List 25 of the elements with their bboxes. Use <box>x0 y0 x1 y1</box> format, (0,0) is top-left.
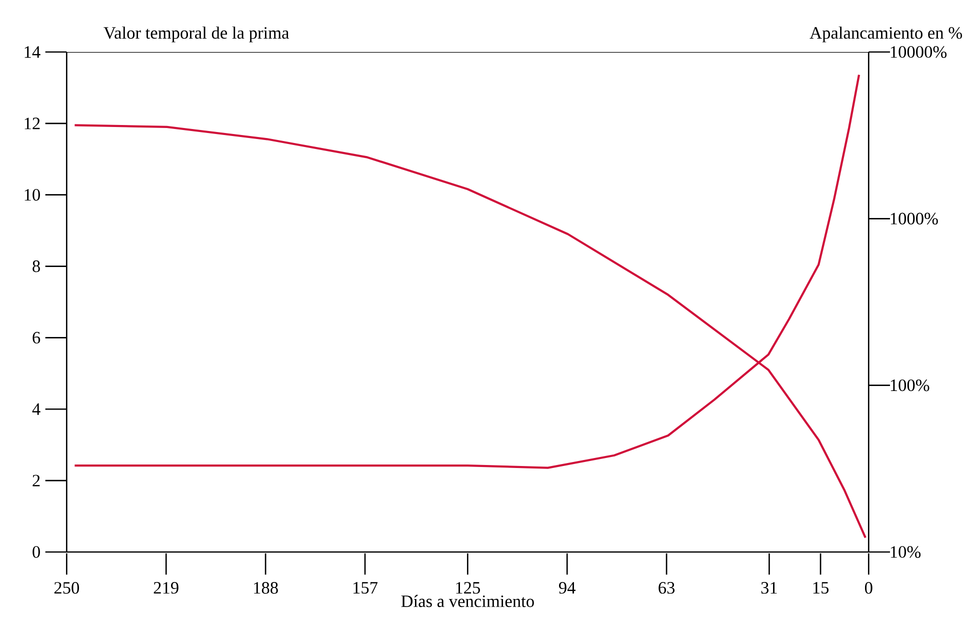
y-tick-label: 2 <box>32 474 40 486</box>
x-tick-label: 15 <box>813 582 829 594</box>
y-axis-title: Valor temporal de la prima <box>104 26 290 42</box>
y2-tick-label: 10% <box>890 546 921 558</box>
x-tick-label: 219 <box>154 582 178 594</box>
x-tick-label: 250 <box>54 582 80 594</box>
x-axis-title: Días a vencimiento <box>401 594 534 608</box>
x-tick-label: 157 <box>354 582 378 594</box>
x-tick-label: 31 <box>761 582 777 594</box>
x-tick-label: 63 <box>658 582 675 594</box>
y2-axis-title: Apalancamiento en % <box>810 26 962 42</box>
x-tick-label: 188 <box>254 582 278 594</box>
y-tick-label: 10 <box>24 189 40 201</box>
x-tick-label: 94 <box>559 582 576 594</box>
y2-tick-label: 10000% <box>890 46 947 58</box>
y-tick-label: 12 <box>24 118 40 130</box>
x-tick-label: 125 <box>456 582 480 594</box>
y-tick-label: 6 <box>32 332 40 344</box>
y2-tick-label: 100% <box>890 379 930 392</box>
x-tick-label: 0 <box>864 582 872 594</box>
y-tick-label: 14 <box>24 46 40 58</box>
y2-tick-label: 1000% <box>890 212 938 225</box>
y-tick-label: 4 <box>32 403 40 415</box>
y-tick-label: 8 <box>32 260 40 272</box>
y-tick-label: 0 <box>32 546 40 558</box>
